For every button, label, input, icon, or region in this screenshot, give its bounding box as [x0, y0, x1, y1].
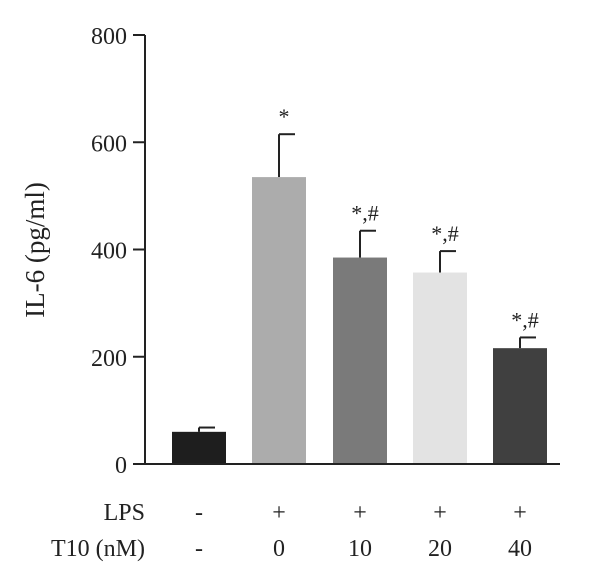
- y-tick-label: 200: [91, 346, 127, 372]
- axis-layer: 0 200 400 600 800: [91, 24, 560, 479]
- condition-value: 0: [273, 536, 285, 562]
- significance-label: *,#: [511, 307, 539, 332]
- bar: [252, 177, 306, 464]
- condition-value: -: [195, 500, 203, 526]
- condition-value: 40: [508, 536, 532, 562]
- y-tick-label: 600: [91, 131, 127, 157]
- bar: [172, 431, 226, 464]
- bars-layer: * *,# *,# *,#: [172, 104, 547, 464]
- condition-value: +: [513, 500, 527, 526]
- bar: [493, 348, 547, 464]
- y-tick-label: 800: [91, 24, 127, 50]
- significance-label: *,#: [431, 221, 459, 246]
- condition-rows: LPS - + + + + T10 (nM) - 0 10 20 40: [51, 500, 532, 562]
- condition-value: 10: [348, 536, 372, 562]
- bar: [333, 257, 387, 464]
- y-tick-label: 0: [115, 453, 127, 479]
- condition-value: 20: [428, 536, 452, 562]
- significance-label: *,#: [351, 201, 379, 226]
- condition-value: +: [433, 500, 447, 526]
- condition-value: -: [195, 536, 203, 562]
- condition-row-label: T10 (nM): [51, 536, 145, 562]
- condition-row-label: LPS: [104, 500, 145, 526]
- condition-value: +: [272, 500, 286, 526]
- y-tick-label: 400: [91, 239, 127, 265]
- condition-value: +: [353, 500, 367, 526]
- y-axis-label: IL-6 (pg/ml): [20, 182, 50, 318]
- significance-label: *: [279, 104, 290, 129]
- bar: [413, 272, 467, 464]
